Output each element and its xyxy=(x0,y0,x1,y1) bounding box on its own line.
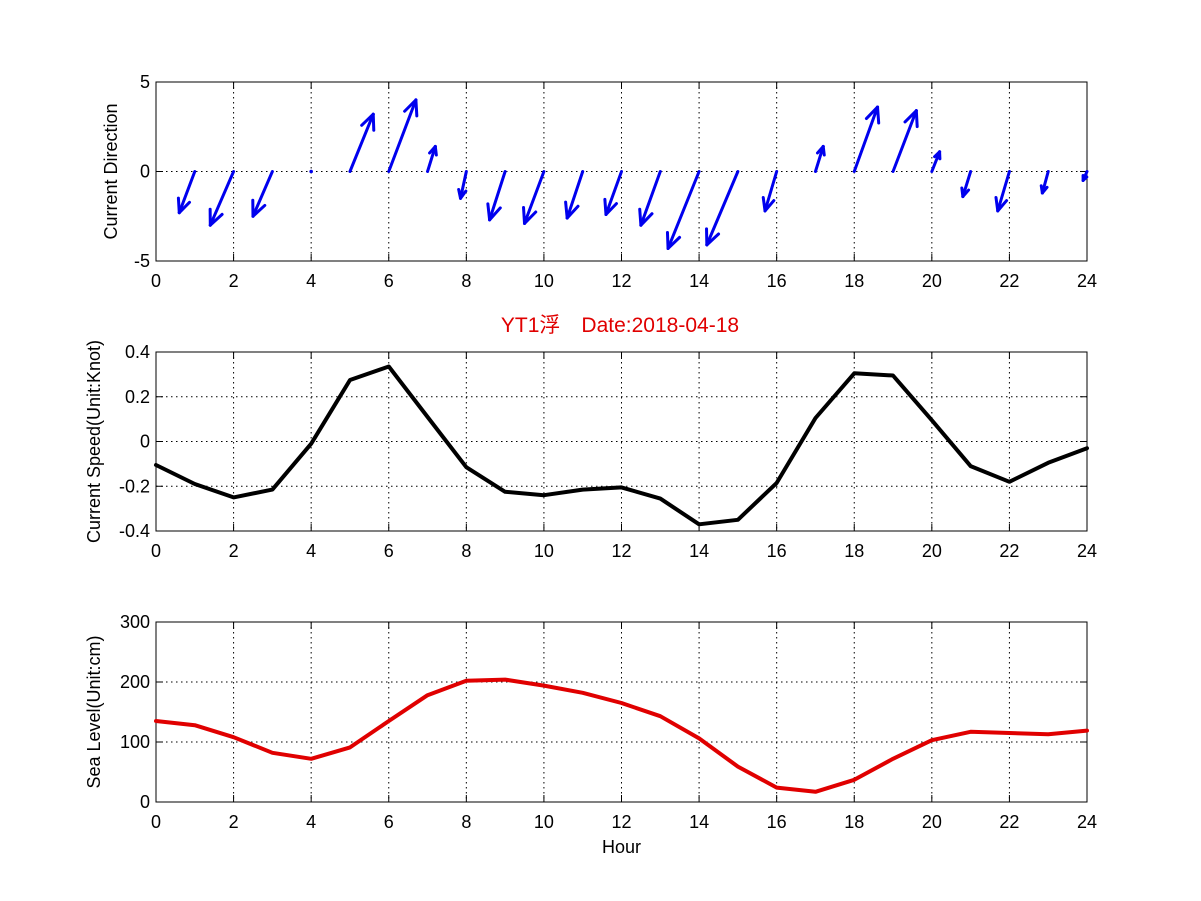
y-tick-label: 0 xyxy=(140,432,150,452)
y-tick-label: 0 xyxy=(140,162,150,182)
axes-frame xyxy=(155,621,1088,803)
current-arrow xyxy=(852,105,881,173)
x-tick-label: 6 xyxy=(384,812,394,832)
current-arrow xyxy=(994,170,1011,213)
x-tick-label: 10 xyxy=(534,271,554,291)
current-arrow xyxy=(208,170,236,227)
current-speed-panel: 0 2 4 6 8 10 12 14 16 18 20 22 24-0.4-0.200.20.4Curr… xyxy=(84,340,1097,561)
x-tick-label: 12 xyxy=(611,541,631,561)
current-arrow xyxy=(761,170,779,213)
x-axis-label: Hour xyxy=(602,837,641,857)
current-arrow xyxy=(813,144,826,173)
current-arrow xyxy=(960,170,973,199)
y-tick-label: 5 xyxy=(140,72,150,92)
y-tick-label: -0.4 xyxy=(119,521,150,541)
x-tick-label: 20 xyxy=(922,271,942,291)
y-tick-label: 0.2 xyxy=(125,387,150,407)
x-tick-label: 24 xyxy=(1077,271,1097,291)
current-arrow xyxy=(348,112,376,173)
current-arrow xyxy=(705,170,740,247)
x-tick-label: 0 xyxy=(151,812,161,832)
y-axis-label: Sea Level(Unit:cm) xyxy=(84,635,104,788)
x-tick-label: 14 xyxy=(689,541,709,561)
current-arrow xyxy=(387,98,419,173)
x-tick-label: 24 xyxy=(1077,812,1097,832)
y-tick-label: 200 xyxy=(120,672,150,692)
y-tick-label: 0 xyxy=(140,792,150,812)
x-tick-label: 4 xyxy=(306,541,316,561)
x-tick-label: 8 xyxy=(461,271,471,291)
y-tick-label: -0.2 xyxy=(119,476,150,496)
current-arrow xyxy=(457,170,468,200)
x-tick-label: 16 xyxy=(767,812,787,832)
x-tick-label: 4 xyxy=(306,271,316,291)
x-tick-label: 10 xyxy=(534,812,554,832)
x-tick-label: 0 xyxy=(151,541,161,561)
y-axis-label: Current Speed(Unit:Knot) xyxy=(84,340,104,543)
x-tick-label: 14 xyxy=(689,812,709,832)
y-axis-label: Current Direction xyxy=(101,103,121,239)
current-arrow xyxy=(426,144,438,173)
x-tick-label: 16 xyxy=(767,271,787,291)
y-tick-label: 100 xyxy=(120,732,150,752)
x-tick-label: 0 xyxy=(151,271,161,291)
x-tick-label: 20 xyxy=(922,541,942,561)
x-tick-label: 14 xyxy=(689,271,709,291)
x-tick-label: 22 xyxy=(999,541,1019,561)
x-tick-label: 8 xyxy=(461,812,471,832)
y-tick-label: 0.4 xyxy=(125,342,150,362)
x-tick-label: 8 xyxy=(461,541,471,561)
x-tick-label: 4 xyxy=(306,812,316,832)
x-tick-label: 20 xyxy=(922,812,942,832)
current-arrow xyxy=(665,170,701,250)
current-arrow xyxy=(891,109,919,173)
x-tick-label: 12 xyxy=(611,271,631,291)
x-tick-label: 2 xyxy=(229,271,239,291)
x-tick-label: 18 xyxy=(844,271,864,291)
current-arrow xyxy=(1039,170,1050,195)
x-tick-label: 2 xyxy=(229,812,239,832)
y-tick-label: 300 xyxy=(120,612,150,632)
x-tick-label: 10 xyxy=(534,541,554,561)
x-tick-label: 16 xyxy=(767,541,787,561)
x-tick-label: 12 xyxy=(611,812,631,832)
x-tick-label: 22 xyxy=(999,812,1019,832)
series-line xyxy=(154,677,1089,794)
x-tick-label: 22 xyxy=(999,271,1019,291)
current-arrow xyxy=(930,150,942,173)
x-tick-label: 6 xyxy=(384,541,394,561)
axes-frame xyxy=(155,351,1088,532)
x-tick-label: 18 xyxy=(844,812,864,832)
y-tick-label: -5 xyxy=(134,251,150,271)
current-arrow xyxy=(309,169,313,174)
current-arrow xyxy=(176,170,197,215)
current-arrow xyxy=(251,170,274,218)
current-arrow xyxy=(638,170,662,227)
current-arrow xyxy=(522,170,546,225)
series-line xyxy=(154,364,1089,527)
figure-title: YT1浮 Date:2018-04-18 xyxy=(501,314,739,337)
current-arrow xyxy=(603,170,623,216)
x-tick-label: 24 xyxy=(1077,541,1097,561)
x-tick-label: 18 xyxy=(844,541,864,561)
current-arrow xyxy=(486,170,507,222)
x-tick-label: 6 xyxy=(384,271,394,291)
x-tick-label: 2 xyxy=(229,541,239,561)
current-arrow xyxy=(564,170,585,220)
current-arrow xyxy=(1081,170,1089,182)
